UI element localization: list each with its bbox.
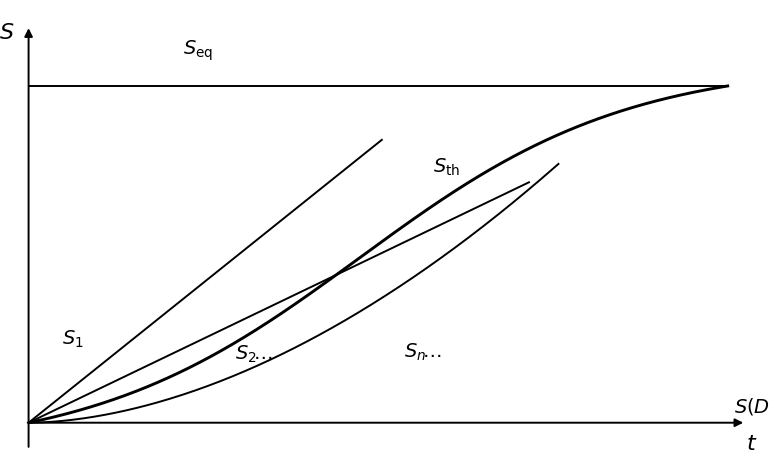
Text: $t$: $t$ xyxy=(745,432,757,454)
Text: $S_n\!\ldots$: $S_n\!\ldots$ xyxy=(404,341,442,362)
Text: $S_1$: $S_1$ xyxy=(61,327,83,349)
Text: $S(D$: $S(D$ xyxy=(734,396,769,416)
Text: $S_2\!\ldots$: $S_2\!\ldots$ xyxy=(235,343,272,364)
Text: $S_{\rm eq}$: $S_{\rm eq}$ xyxy=(183,39,213,63)
Text: $S_{\rm th}$: $S_{\rm th}$ xyxy=(433,156,461,178)
Text: $S$: $S$ xyxy=(0,22,14,44)
